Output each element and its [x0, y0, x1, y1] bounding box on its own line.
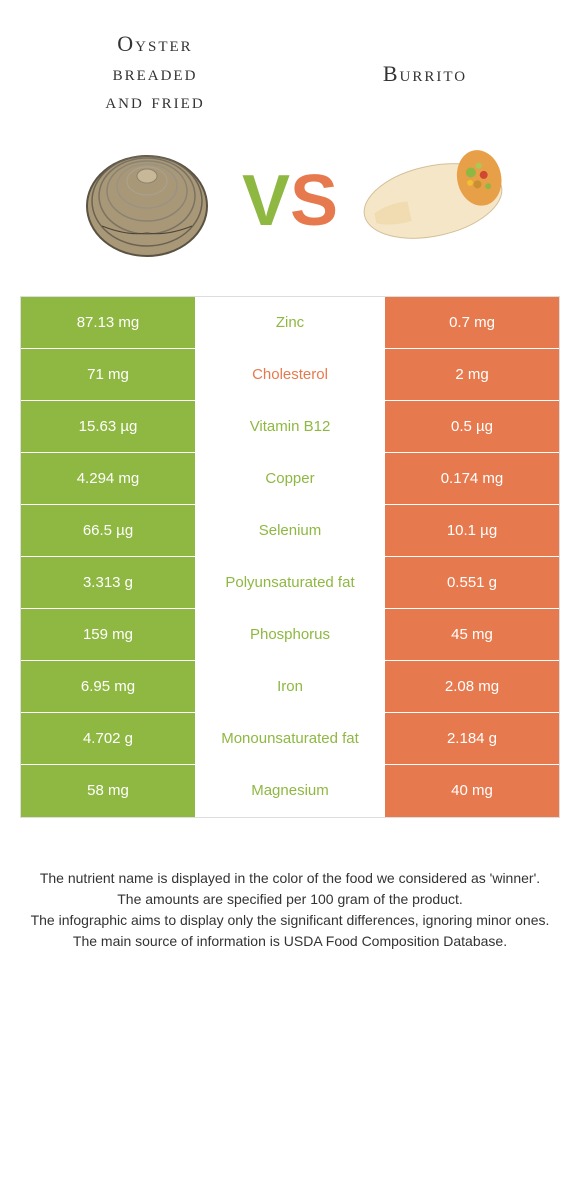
table-row: 15.63 µgVitamin B120.5 µg: [21, 401, 559, 453]
nutrient-name-cell: Iron: [196, 661, 384, 712]
nutrient-name-cell: Monounsaturated fat: [196, 713, 384, 764]
table-row: 3.313 gPolyunsaturated fat0.551 g: [21, 557, 559, 609]
right-value-cell: 2.184 g: [384, 713, 559, 764]
footer-line: The infographic aims to display only the…: [30, 910, 550, 931]
nutrient-name-cell: Polyunsaturated fat: [196, 557, 384, 608]
nutrient-name-cell: Vitamin B12: [196, 401, 384, 452]
nutrient-name-cell: Phosphorus: [196, 609, 384, 660]
left-value-cell: 58 mg: [21, 765, 196, 817]
burrito-image: [358, 136, 508, 266]
left-value-cell: 66.5 µg: [21, 505, 196, 556]
left-food-title: Oyster breaded and fried: [55, 30, 255, 116]
header-titles: Oyster breaded and fried Burrito: [0, 0, 580, 126]
nutrient-table: 87.13 mgZinc0.7 mg71 mgCholesterol2 mg15…: [20, 296, 560, 818]
footer-line: The main source of information is USDA F…: [30, 931, 550, 952]
right-value-cell: 0.174 mg: [384, 453, 559, 504]
right-value-cell: 0.5 µg: [384, 401, 559, 452]
table-row: 4.294 mgCopper0.174 mg: [21, 453, 559, 505]
table-row: 58 mgMagnesium40 mg: [21, 765, 559, 817]
right-value-cell: 40 mg: [384, 765, 559, 817]
nutrient-name-cell: Magnesium: [196, 765, 384, 817]
left-value-cell: 3.313 g: [21, 557, 196, 608]
right-value-cell: 2 mg: [384, 349, 559, 400]
left-value-cell: 4.294 mg: [21, 453, 196, 504]
table-row: 6.95 mgIron2.08 mg: [21, 661, 559, 713]
left-value-cell: 4.702 g: [21, 713, 196, 764]
oyster-image: [72, 136, 222, 266]
vs-label: VS: [242, 160, 338, 242]
table-row: 4.702 gMonounsaturated fat2.184 g: [21, 713, 559, 765]
table-row: 66.5 µgSelenium10.1 µg: [21, 505, 559, 557]
nutrient-name-cell: Zinc: [196, 297, 384, 348]
table-row: 71 mgCholesterol2 mg: [21, 349, 559, 401]
table-row: 87.13 mgZinc0.7 mg: [21, 297, 559, 349]
table-row: 159 mgPhosphorus45 mg: [21, 609, 559, 661]
footer-line: The nutrient name is displayed in the co…: [30, 868, 550, 889]
vs-v-letter: V: [242, 161, 290, 241]
nutrient-name-cell: Cholesterol: [196, 349, 384, 400]
vs-s-letter: S: [290, 161, 338, 241]
footer-notes: The nutrient name is displayed in the co…: [0, 818, 580, 972]
images-row: VS: [0, 126, 580, 296]
right-value-cell: 10.1 µg: [384, 505, 559, 556]
left-value-cell: 6.95 mg: [21, 661, 196, 712]
right-value-cell: 2.08 mg: [384, 661, 559, 712]
right-value-cell: 0.7 mg: [384, 297, 559, 348]
left-value-cell: 87.13 mg: [21, 297, 196, 348]
nutrient-name-cell: Selenium: [196, 505, 384, 556]
right-value-cell: 45 mg: [384, 609, 559, 660]
footer-line: The amounts are specified per 100 gram o…: [30, 889, 550, 910]
right-food-title: Burrito: [325, 30, 525, 89]
right-value-cell: 0.551 g: [384, 557, 559, 608]
nutrient-name-cell: Copper: [196, 453, 384, 504]
left-value-cell: 71 mg: [21, 349, 196, 400]
left-value-cell: 15.63 µg: [21, 401, 196, 452]
left-value-cell: 159 mg: [21, 609, 196, 660]
